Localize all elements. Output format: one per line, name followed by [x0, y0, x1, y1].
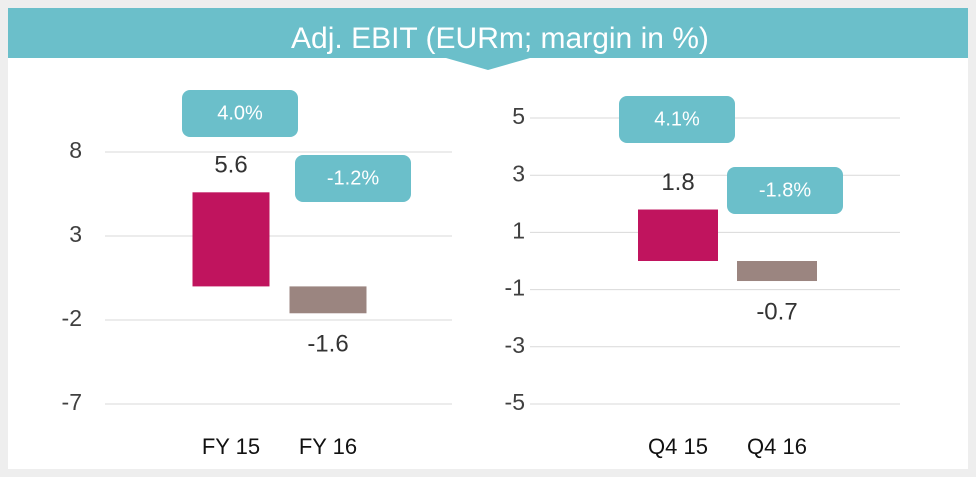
y-tick-label: 3 [69, 221, 82, 247]
x-tick-label: FY 15 [202, 434, 260, 459]
y-tick-label: 8 [69, 137, 82, 163]
margin-box [619, 96, 735, 143]
value-label: 1.8 [661, 169, 694, 196]
margin-box [727, 167, 843, 214]
margin-label: -1.2% [327, 167, 379, 189]
bar [289, 286, 367, 314]
x-tick-label: Q4 15 [648, 434, 708, 459]
bar [638, 209, 718, 261]
bar [192, 192, 270, 287]
margin-box [295, 155, 411, 202]
y-tick-label: 3 [512, 160, 525, 186]
chart-title: Adj. EBIT (EURm; margin in %) [291, 22, 709, 55]
x-tick-label: Q4 16 [747, 434, 807, 459]
y-tick-label: -1 [505, 275, 525, 301]
margin-label: -1.8% [759, 179, 811, 201]
title-banner [8, 8, 968, 70]
margin-label: 4.0% [217, 102, 263, 124]
y-tick-label: -7 [62, 389, 82, 415]
bar [737, 261, 817, 282]
panel [8, 8, 968, 469]
value-label: -0.7 [756, 298, 797, 325]
margin-box [182, 90, 298, 137]
value-label: 5.6 [214, 152, 247, 179]
margin-label: 4.1% [654, 108, 700, 130]
x-tick-label: FY 16 [299, 434, 357, 459]
y-tick-label: -5 [505, 389, 525, 415]
y-tick-label: 5 [512, 103, 525, 129]
value-label: -1.6 [307, 331, 348, 358]
y-tick-label: 1 [512, 217, 525, 243]
y-tick-label: -3 [505, 332, 525, 358]
y-tick-label: -2 [62, 305, 82, 331]
